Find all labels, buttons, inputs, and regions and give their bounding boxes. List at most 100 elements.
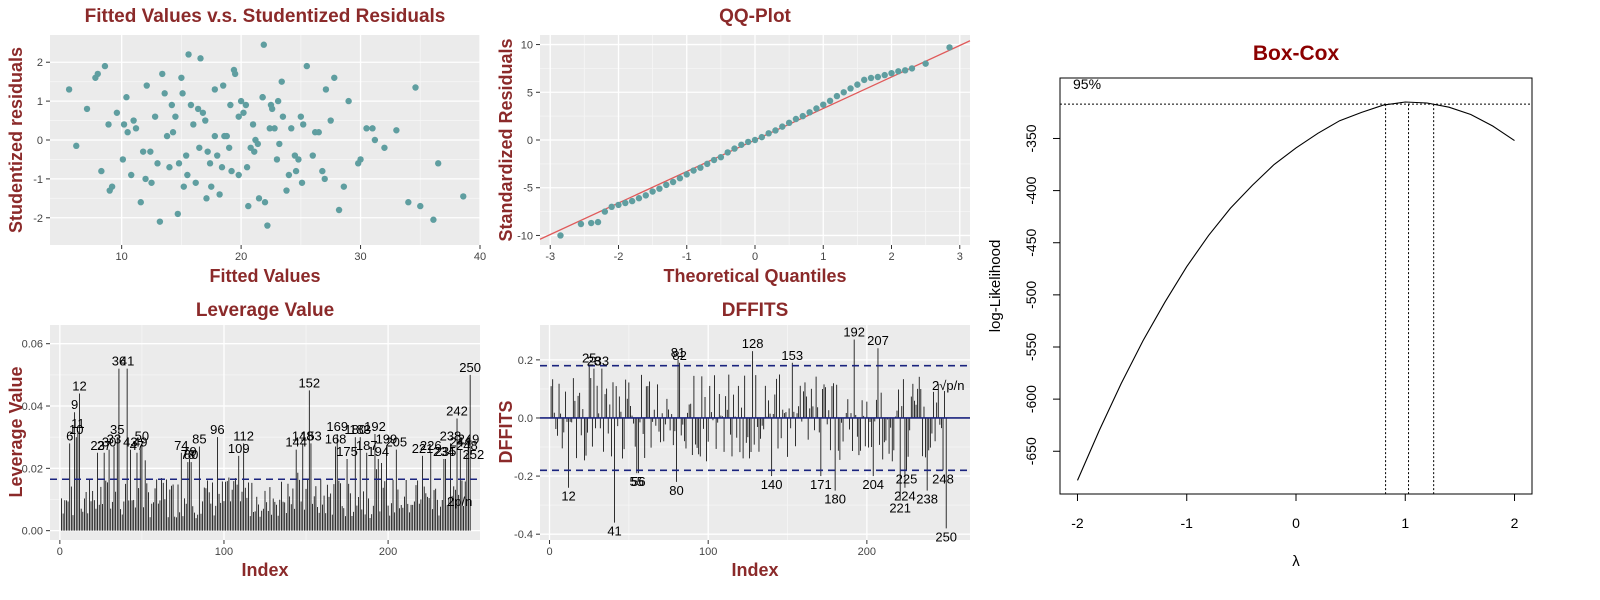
p1-point [113,109,121,116]
p3-point-label: 250 [459,360,481,375]
p2-tick-label-x: 3 [957,251,963,263]
p3-point-label: 238 [440,428,462,443]
p2-tick-label-y: -5 [523,183,533,195]
p1-point [219,82,227,89]
p1-point [101,62,109,70]
p3-point-label: 112 [233,428,254,443]
p1-tick-label-y: 1 [37,96,43,108]
p1-point [237,97,245,105]
p2-xlabel: Theoretical Quantiles [663,266,846,286]
p1-point [327,117,334,124]
p5-confidence-interval [1060,103,1532,494]
p1-point [264,222,271,229]
p2-point [731,145,738,152]
p1-tick-label-x: 20 [235,251,247,263]
p4-threshold-label: 2√p/n [932,378,964,393]
p1-point [231,70,239,78]
p1-point [172,113,179,120]
p1-point [434,160,442,167]
p1-point [124,129,131,136]
p4-point-label: 248 [932,471,954,486]
p3-point-label: 78 [181,447,195,462]
p1-point [266,125,273,132]
p3-tick-label-y: 0.02 [22,463,43,475]
p1-ylabel: Studentized residuals [6,47,26,233]
p4-tick-label-x: 200 [858,546,876,558]
p2-point [608,203,615,211]
p5-ylabel: log-Likelihood [987,240,1004,333]
p1-point [273,156,281,163]
p3-point-label: 11 [71,416,85,431]
p1-tick-label-y: 2 [37,57,43,69]
p2-tick-label-y: 0 [527,135,533,147]
p1-point [319,167,326,175]
p5-tick-label-x: -1 [1181,515,1194,531]
p1-point [169,129,177,136]
p1-point [297,113,305,120]
p4-point-label: 128 [742,336,764,351]
p1-point [202,117,209,124]
p1-point [405,199,412,206]
p1-point [142,175,149,183]
p3-point-label: 33 [107,432,121,447]
p1-point [393,127,400,134]
p1-point [180,183,187,190]
p3-point-label: 152 [298,375,320,390]
p1-point [255,195,263,202]
p1-point [98,167,105,175]
p1-point [197,55,204,62]
p3-xlabel: Index [241,560,288,580]
p3-point-label: 242 [446,403,468,418]
p1-point [94,70,101,78]
p2-point [922,60,929,67]
p1-grid [50,35,481,245]
p1-point [130,117,137,124]
p4-point-label: 171 [810,477,832,492]
p4-point-label: 25 [582,351,596,366]
p3-point-label: 109 [228,441,250,456]
p2-ylabel: Standardized Residuals [496,38,516,241]
p4-threshold [540,364,970,472]
p1-point [276,140,283,148]
p1-point [73,142,80,150]
p2-point [826,97,834,105]
p2-point [946,44,953,51]
p1-point [65,86,73,93]
p1-point [243,164,251,171]
p1-ticks: 10 20 30 40 -2 -1 0 1 2 [33,57,486,263]
p1-point [235,113,242,120]
p1-point [196,144,203,151]
p4-tick-label-y: -0.4 [514,529,533,541]
p4-tick-label-y: 0.0 [518,413,533,425]
p1-point [194,105,202,113]
p3-point-label: 41 [120,354,134,369]
p2-tick-label-x: -1 [682,251,692,263]
p2-point [840,89,847,96]
p2-point [744,138,752,146]
p1-point [204,148,211,155]
p2-tick-label-x: 2 [888,251,894,263]
p2-point [772,127,779,134]
p2-title: QQ-Plot [719,6,791,27]
p1-point [335,206,343,214]
p1-point [168,101,176,109]
p3-tick-label-x: 200 [379,546,397,558]
p1-point [211,86,219,93]
p1-point [311,129,319,136]
p1-point [285,171,293,179]
p1-point [214,152,221,159]
p2-point [635,195,643,202]
p3-point-label: 180 [344,422,366,437]
p5-tick-label-y: -400 [1023,176,1039,204]
p1-point [106,187,113,194]
p5-tick-label-y: -350 [1023,124,1039,152]
p2-point [577,220,585,228]
p4-xlabel: Index [731,560,778,580]
p3-point-label: 248 [456,438,478,453]
p4-tick-label-x: 0 [546,546,552,558]
p5-ticks: -2 -1 0 1 2 -650 -600 -550 -500 -450 -400 -350 [1023,124,1519,531]
p2-point [813,105,820,112]
